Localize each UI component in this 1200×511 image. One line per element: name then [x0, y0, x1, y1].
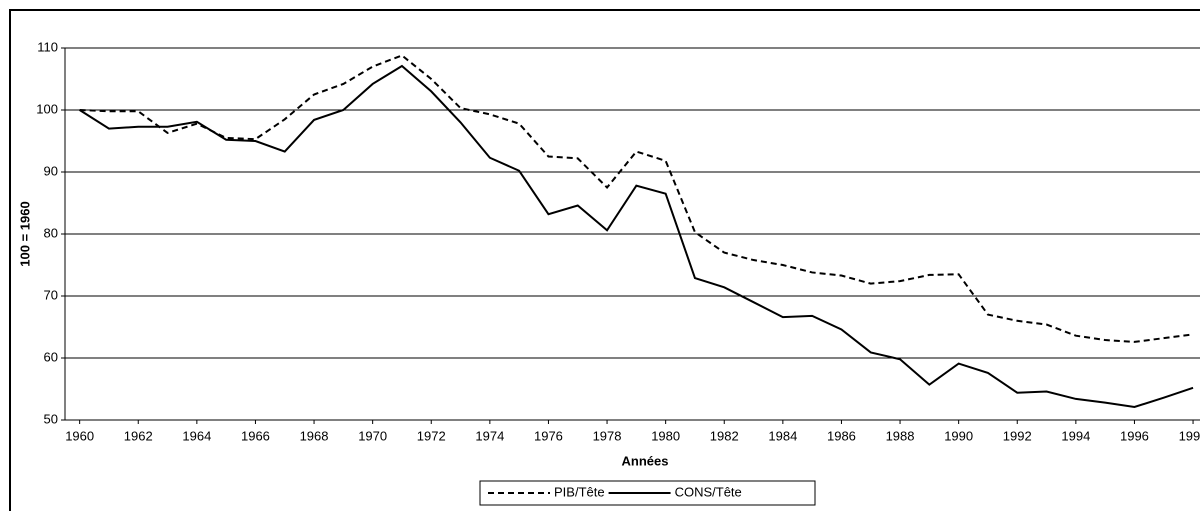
series-line [79, 54, 1194, 343]
x-tick-label: 1986 [827, 428, 856, 443]
x-tick-label: 1966 [241, 428, 270, 443]
x-tick-label: 1972 [417, 428, 446, 443]
x-axis-title: Années [622, 453, 669, 468]
x-tick-label: 1982 [710, 428, 739, 443]
y-tick-label: 110 [37, 39, 58, 54]
x-tick-label: 1980 [651, 428, 680, 443]
x-tick-label: 1994 [1061, 428, 1090, 443]
x-tick-label: 1984 [768, 428, 797, 443]
x-tick-label: 1974 [475, 428, 504, 443]
y-axis-title: 100 = 1960 [17, 201, 32, 266]
x-tick-label: 1964 [182, 428, 211, 443]
x-tick-label: 1960 [65, 428, 94, 443]
x-tick-label: 1996 [1120, 428, 1149, 443]
y-tick-label: 70 [44, 287, 58, 302]
y-tick-label: 90 [44, 163, 58, 178]
y-tick-label: 60 [44, 349, 58, 364]
y-tick-label: 80 [44, 225, 58, 240]
chart-frame [9, 9, 1200, 511]
x-tick-label: 1990 [944, 428, 973, 443]
x-tick-label: 1970 [358, 428, 387, 443]
x-tick-label: 1968 [300, 428, 329, 443]
legend-label: PIB/Tête [554, 484, 605, 499]
x-tick-label: 1978 [593, 428, 622, 443]
x-tick-label: 1992 [1003, 428, 1032, 443]
series-line [79, 64, 1194, 409]
x-tick-label: 1976 [534, 428, 563, 443]
y-tick-label: 50 [44, 411, 58, 426]
legend-label: CONS/Tête [675, 484, 742, 499]
y-tick-label: 100 [36, 101, 58, 116]
x-tick-label: 1988 [886, 428, 915, 443]
x-tick-label: 1998 [1179, 428, 1200, 443]
x-tick-label: 1962 [124, 428, 153, 443]
